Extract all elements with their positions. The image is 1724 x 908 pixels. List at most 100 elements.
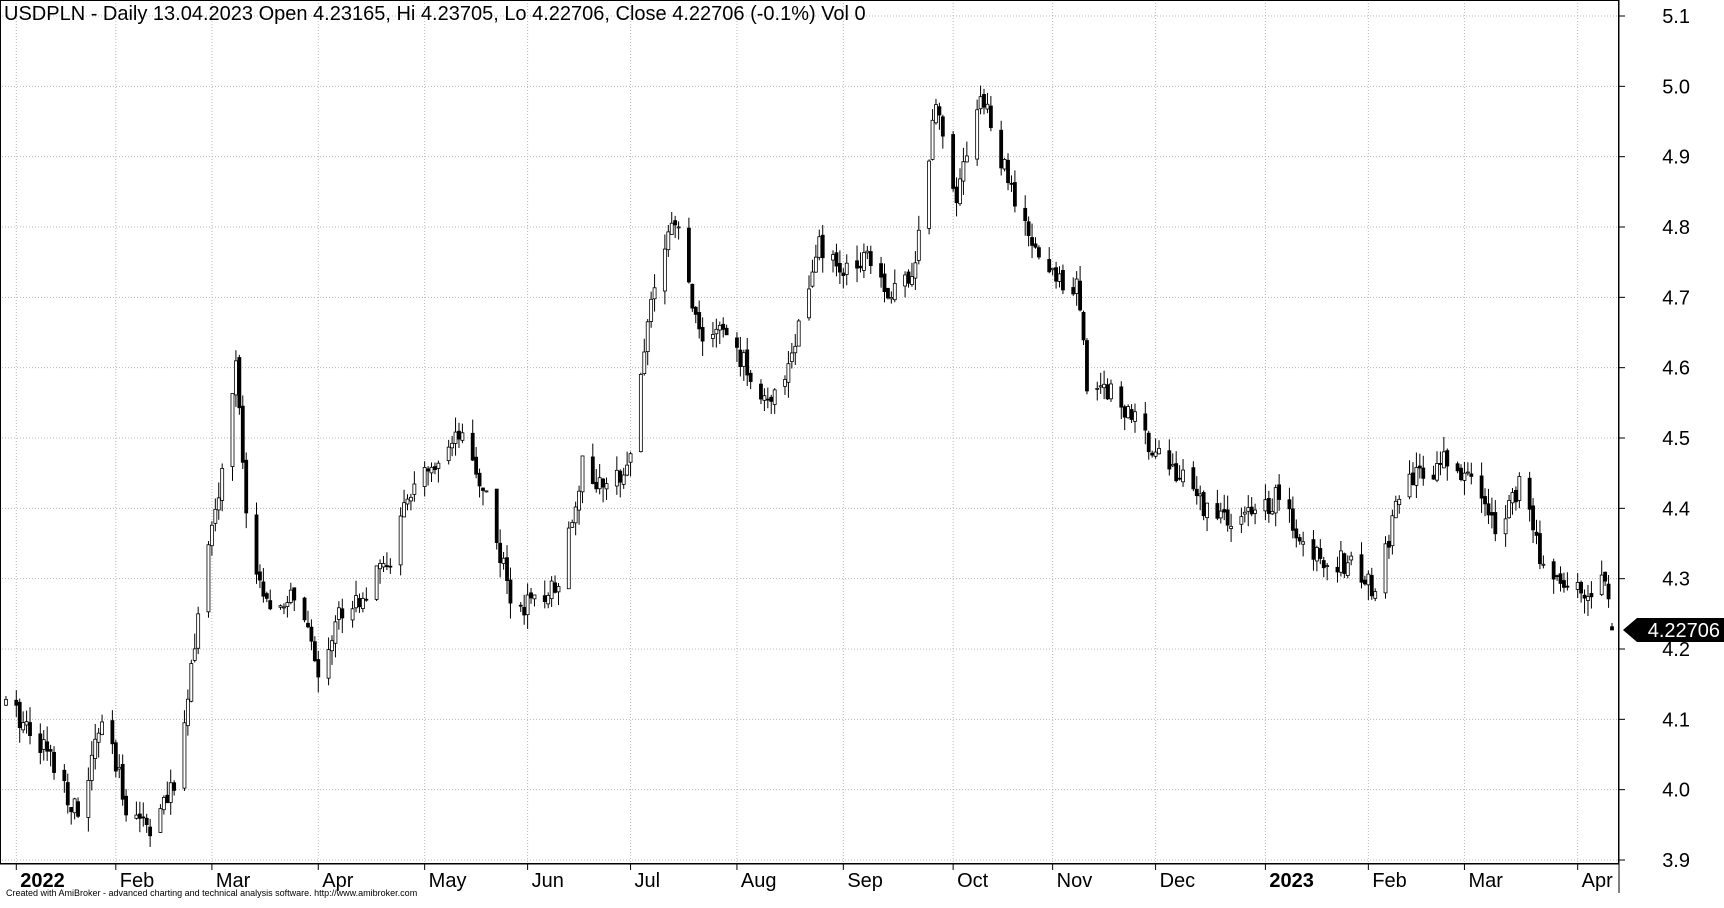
ohlc-bar [285, 596, 290, 618]
ohlc-bar [498, 529, 503, 578]
ohlc-bar [601, 477, 606, 503]
ohlc-bar [1606, 575, 1611, 608]
bar-body [484, 490, 489, 493]
ohlc-bar [1085, 338, 1089, 395]
ohlc-bar [1318, 539, 1323, 565]
ohlc-bar [1153, 438, 1158, 459]
ohlc-bar [96, 728, 101, 758]
ohlc-bar [546, 592, 551, 609]
ohlc-bar [446, 439, 451, 465]
ohlc-bar [1575, 573, 1580, 599]
bar-body [48, 749, 53, 752]
bar-body [189, 663, 194, 702]
ohlc-bar [1081, 310, 1086, 346]
bar-body [161, 796, 166, 811]
ohlc-bar [741, 349, 746, 381]
bar-body [906, 271, 911, 284]
bar-body [446, 446, 451, 462]
bar-body [724, 327, 729, 336]
ohlc-bar [1146, 430, 1151, 460]
bar-body [1486, 503, 1491, 516]
bar-body [168, 782, 173, 803]
bar-body [759, 383, 763, 400]
ohlc-bar [282, 603, 286, 615]
bar-body [508, 579, 513, 604]
bar-body [1538, 533, 1542, 565]
bar-body [910, 276, 914, 285]
bar-body [1095, 387, 1100, 390]
ohlc-bar [1321, 556, 1326, 578]
bar-body [1369, 574, 1374, 597]
bar-body [1167, 450, 1172, 470]
bar-body [165, 794, 170, 804]
bar-body [1177, 477, 1182, 480]
bar-body [741, 352, 746, 367]
bar-body [1085, 340, 1089, 392]
ohlc-bar [1393, 495, 1398, 519]
bar-body [1047, 259, 1052, 273]
y-tick-label: 4.5 [1662, 428, 1690, 450]
bar-body [364, 598, 369, 601]
ohlc-bar [1229, 513, 1233, 542]
bar-body [209, 524, 214, 547]
bar-body [1174, 463, 1179, 482]
bar-body [1249, 506, 1254, 515]
bar-body [96, 732, 101, 743]
ohlc-bar [1551, 558, 1556, 594]
bar-body [807, 288, 811, 319]
bar-body [89, 754, 94, 781]
ohlc-bar [934, 98, 938, 125]
bar-body [422, 467, 427, 487]
ohlc-bar [89, 741, 94, 791]
bar-body [638, 374, 643, 453]
x-axis-ticks: 2022 Feb Mar Apr May Jun Jul Aug Sep Oct Nov Dec 202… [15, 864, 1613, 892]
bar-body [1119, 386, 1124, 408]
ohlc-bar [954, 177, 959, 217]
bar-body [865, 250, 870, 254]
bar-body [220, 467, 225, 501]
bar-body [1531, 505, 1535, 531]
bar-body [577, 490, 581, 511]
ohlc-bar [817, 229, 822, 261]
bar-body [1301, 541, 1306, 545]
bar-body [862, 252, 866, 271]
ohlc-bar [1486, 488, 1491, 524]
bar-body [148, 826, 153, 837]
bar-body [566, 527, 571, 590]
ohlc-bar [951, 131, 956, 192]
x-tick-label: Jun [532, 870, 564, 892]
x-tick-label: Feb [1372, 870, 1406, 892]
ohlc-bar [913, 251, 918, 290]
y-tick-label: 4.1 [1662, 709, 1690, 731]
bar-body [450, 442, 455, 449]
bar-body [837, 262, 842, 273]
ohlc-bar [124, 789, 129, 822]
ohlc-bar [697, 300, 702, 339]
bar-body [141, 816, 146, 819]
bar-body [1390, 515, 1395, 547]
bar-body [21, 722, 26, 731]
ohlc-bar [1349, 551, 1354, 566]
ohlc-bar [1037, 245, 1041, 260]
ohlc-bar [927, 159, 932, 235]
ohlc-bar [690, 283, 695, 312]
bar-body [889, 297, 894, 300]
bar-body [244, 459, 249, 514]
bar-body [1057, 273, 1062, 282]
ohlc-bar [1363, 575, 1367, 586]
bar-body [1435, 463, 1439, 481]
bar-body [1194, 488, 1199, 497]
bar-body [1218, 510, 1223, 519]
ohlc-bar [1366, 570, 1371, 601]
ohlc-bar [1562, 572, 1566, 593]
bar-body [570, 522, 575, 528]
ohlc-bar [1061, 264, 1065, 295]
ohlc-bar [41, 729, 46, 761]
ohlc-bar [1273, 484, 1278, 527]
ohlc-bar [1290, 496, 1295, 539]
y-tick-label: 3.9 [1662, 850, 1690, 872]
bar-body [309, 626, 314, 642]
ohlc-bar [1270, 498, 1275, 515]
bar-body [1366, 573, 1371, 586]
ohlc-bar [625, 451, 630, 477]
